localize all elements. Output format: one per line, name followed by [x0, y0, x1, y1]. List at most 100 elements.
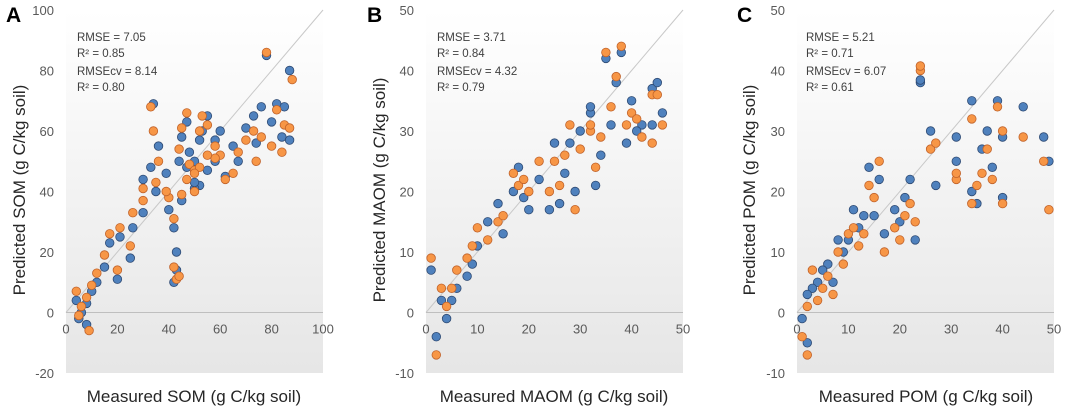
- calibration-point-b: [524, 204, 534, 215]
- cv-point-c: [992, 102, 1003, 112]
- calibration-point-b: [647, 120, 657, 130]
- cv-point-c: [951, 168, 962, 179]
- marks-b: 0 10 20 30 40 50 -10 0 10 20 30 40 50: [395, 3, 690, 381]
- cv-point-c: [828, 289, 838, 300]
- cv-point-c: [818, 283, 828, 294]
- cv-point-c: [895, 235, 905, 245]
- cv-point-a: [169, 213, 179, 224]
- y-tick-label-b: 10: [400, 245, 414, 260]
- calibration-point-a: [256, 102, 267, 112]
- calibration-point-c: [895, 217, 905, 227]
- x-tick-label-c: 20: [893, 322, 907, 337]
- cv-point-a: [256, 132, 267, 142]
- stat-r2cv-b: R² = 0.79: [437, 82, 485, 94]
- cv-point-c: [925, 144, 936, 154]
- cv-point-a: [76, 301, 87, 312]
- stat-r2cv-c: R² = 0.61: [806, 82, 854, 94]
- calibration-point-b: [462, 271, 472, 281]
- calibration-point-a: [138, 174, 148, 185]
- x-tick-label-a: 0: [62, 322, 69, 337]
- calibration-point-b: [508, 186, 519, 197]
- cv-point-b: [565, 120, 575, 130]
- y-tick-label-c: 20: [771, 185, 785, 200]
- calibration-point-c: [797, 313, 807, 324]
- cv-point-c: [931, 138, 941, 148]
- cv-point-b: [621, 120, 632, 130]
- calibration-point-b: [549, 138, 560, 148]
- cv-point-a: [251, 156, 261, 167]
- calibration-point-c: [864, 162, 874, 173]
- calibration-point-b: [560, 168, 570, 179]
- calibration-point-b: [652, 77, 663, 88]
- cv-point-a: [86, 280, 97, 291]
- calibration-point-c: [807, 283, 818, 294]
- cv-point-a: [248, 126, 259, 136]
- cv-point-c: [997, 198, 1008, 209]
- cv-point-a: [146, 102, 156, 112]
- y-tick-label-c: 10: [771, 245, 785, 260]
- calibration-point-c: [910, 235, 920, 245]
- y-tick-label-c: -10: [766, 366, 785, 381]
- y-tick-label-a: 60: [40, 124, 54, 139]
- cv-point-c: [833, 247, 843, 257]
- calibration-point-b: [626, 96, 637, 106]
- cv-point-c: [977, 168, 987, 179]
- cv-point-a: [84, 325, 94, 336]
- calibration-point-c: [818, 265, 828, 275]
- cv-point-a: [197, 111, 207, 121]
- cv-point-c: [982, 144, 992, 154]
- cv-point-c: [987, 174, 998, 185]
- x-tick-label-a: 40: [162, 322, 176, 337]
- cv-point-a: [169, 262, 179, 272]
- cv-point-a: [104, 229, 115, 239]
- calibration-point-c: [802, 289, 813, 300]
- stat-r2-b: R² = 0.84: [437, 48, 485, 60]
- calibration-point-b: [554, 198, 565, 209]
- cv-point-c: [797, 332, 807, 342]
- cv-point-c: [807, 265, 818, 275]
- cv-point-a: [148, 126, 159, 136]
- x-tick-label-b: 0: [422, 322, 429, 337]
- cv-point-a: [228, 168, 238, 179]
- cv-point-b: [626, 108, 637, 118]
- cv-point-a: [81, 292, 92, 303]
- cv-point-c: [997, 126, 1008, 136]
- calibration-point-b: [621, 138, 632, 148]
- calibration-point-a: [251, 138, 261, 148]
- calibration-point-c: [833, 235, 843, 245]
- cv-point-a: [233, 147, 243, 157]
- calibration-point-a: [215, 126, 225, 136]
- calibration-point-b: [483, 217, 493, 227]
- stat-rmse-c: RMSE = 5.21: [806, 32, 875, 44]
- cv-point-b: [467, 241, 478, 251]
- cv-point-c: [1044, 204, 1054, 215]
- calibration-point-c: [859, 210, 869, 221]
- x-tick-label-a: 20: [110, 322, 124, 337]
- cv-point-a: [161, 186, 171, 197]
- calibration-point-c: [905, 174, 915, 185]
- calibration-point-b: [498, 229, 508, 239]
- cv-point-b: [601, 47, 611, 58]
- calibration-point-a: [174, 156, 184, 167]
- calibration-point-b: [596, 150, 606, 160]
- calibration-point-b: [447, 295, 457, 306]
- calibration-point-c: [1038, 132, 1049, 142]
- calibration-point-a: [99, 262, 110, 272]
- calibration-point-b: [637, 120, 647, 130]
- stat-rmsecv-a: RMSEcv = 8.14: [77, 66, 158, 78]
- cv-point-b: [585, 120, 596, 130]
- y-tick-label-b: 20: [400, 185, 414, 200]
- calibration-point-c: [802, 338, 813, 348]
- cv-point-b: [590, 162, 601, 173]
- cv-point-c: [838, 259, 849, 269]
- plot-area-b: [426, 10, 683, 373]
- stat-rmse-a: RMSE = 7.05: [77, 32, 146, 44]
- cv-point-b: [596, 132, 606, 142]
- cv-point-b: [611, 71, 621, 82]
- calibration-point-b: [590, 180, 601, 191]
- cv-point-a: [241, 135, 251, 145]
- calibration-point-c: [951, 132, 962, 142]
- calibration-point-a: [104, 238, 115, 248]
- stat-rmsecv-b: RMSEcv = 4.32: [437, 66, 517, 78]
- calibration-point-a: [202, 165, 213, 176]
